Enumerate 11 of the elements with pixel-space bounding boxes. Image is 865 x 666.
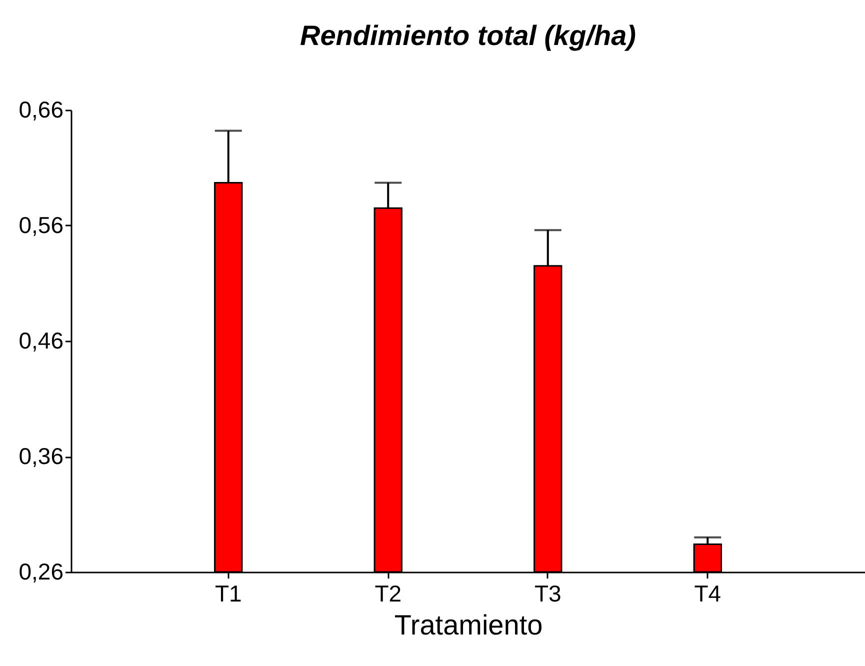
y-tick-label: 0,56 — [18, 212, 64, 238]
x-tick-label: T3 — [534, 580, 562, 606]
y-tick-label: 0,36 — [18, 443, 64, 469]
y-tick-label: 0,66 — [18, 96, 64, 122]
x-axis-title: Tratamiento — [394, 610, 543, 640]
y-tick-label: 0,46 — [18, 328, 64, 354]
x-tick-label: T4 — [694, 580, 722, 606]
chart-title: Rendimiento total (kg/ha) — [300, 20, 636, 51]
y-tick-label: 0,26 — [18, 558, 64, 584]
x-tick-label: T1 — [214, 580, 242, 606]
x-tick-label: T2 — [374, 580, 402, 606]
